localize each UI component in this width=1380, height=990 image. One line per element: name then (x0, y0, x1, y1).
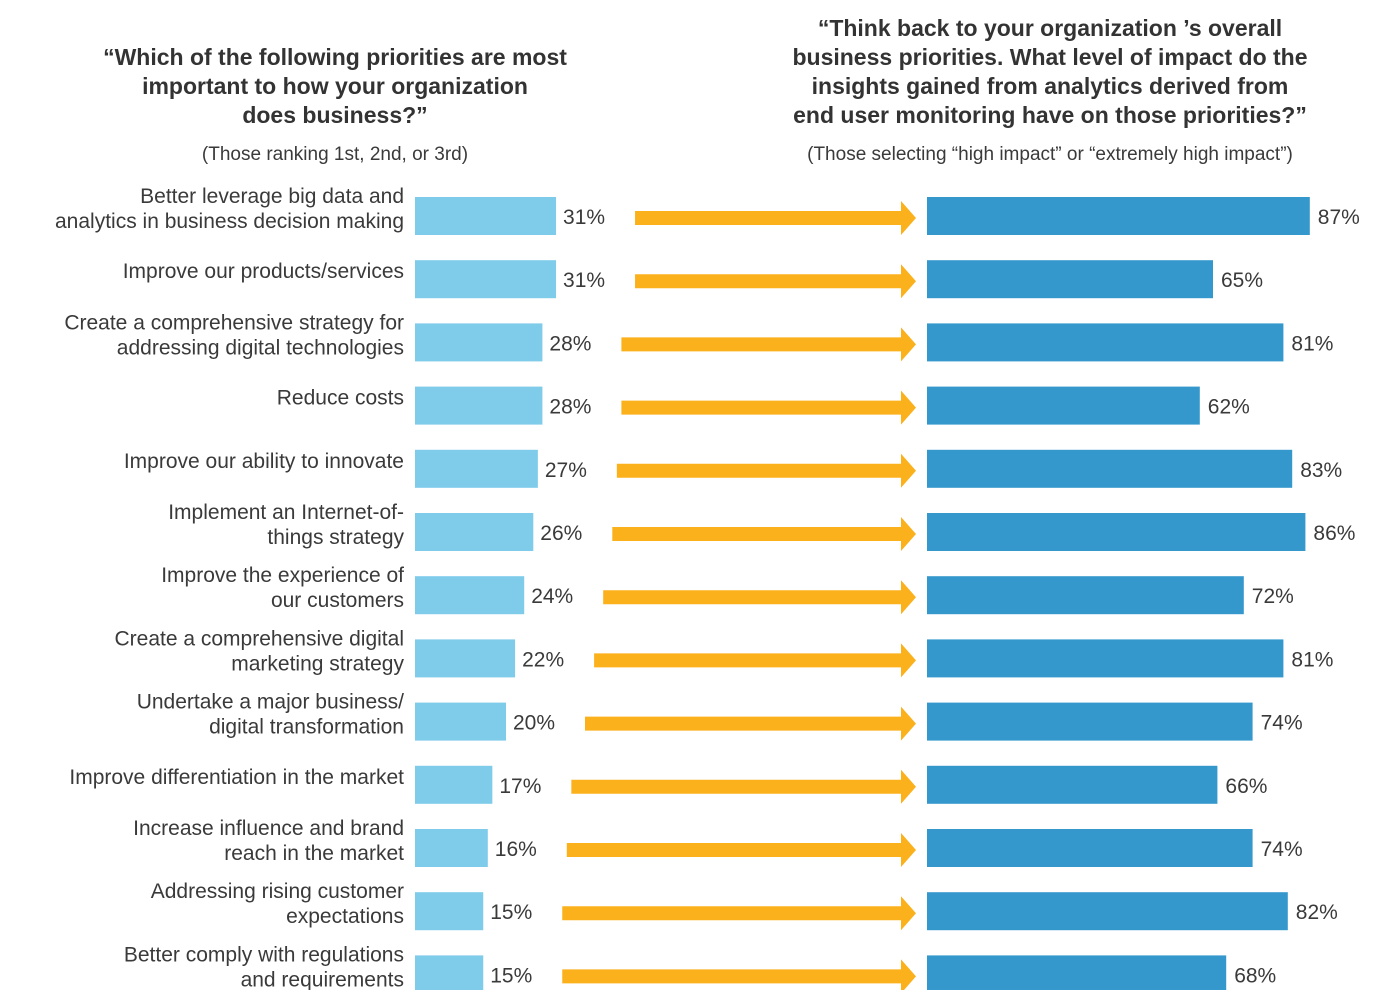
category-label: Improve the experience of our customers (161, 564, 404, 612)
left-bar (415, 386, 543, 425)
left-value-label: 22% (522, 648, 564, 671)
arrow-icon (603, 580, 916, 615)
right-value-label: 74% (1261, 838, 1303, 861)
arrow-icon (566, 833, 916, 867)
right-bar (927, 955, 1227, 990)
left-value-label: 28% (549, 396, 591, 419)
category-label: Increase influence and brand reach in the… (133, 817, 404, 865)
arrow-icon (562, 896, 916, 931)
left-bar (415, 323, 543, 362)
left-chart-title: “Which of the following priorities are m… (103, 44, 567, 128)
left-bar (415, 576, 525, 615)
left-bar (415, 449, 538, 488)
arrow-icon (585, 706, 916, 741)
category-label: Create a comprehensive digital marketing … (115, 627, 405, 675)
right-value-label: 65% (1221, 269, 1263, 292)
right-bar (927, 323, 1284, 362)
right-value-label: 66% (1225, 775, 1267, 798)
left-value-label: 16% (495, 838, 537, 861)
arrow-icon (616, 453, 916, 488)
arrow-icon (621, 327, 916, 362)
arrow-icon (635, 264, 916, 299)
right-value-label: 87% (1318, 206, 1360, 229)
arrow-icon (635, 201, 916, 235)
category-label: Addressing rising customer expectations (151, 880, 404, 928)
left-chart-subtitle: (Those ranking 1st, 2nd, or 3rd) (201, 144, 469, 165)
right-bar (927, 639, 1284, 678)
arrow-icon (612, 517, 916, 551)
left-value-label: 20% (513, 712, 555, 735)
right-value-label: 81% (1291, 648, 1333, 671)
left-value-label: 27% (545, 459, 587, 482)
right-bar (927, 386, 1200, 425)
right-bar (927, 197, 1310, 235)
right-value-label: 86% (1313, 522, 1355, 545)
left-bar (415, 765, 493, 804)
category-label: Better comply with regulations and requir… (124, 943, 404, 990)
right-value-label: 82% (1296, 901, 1338, 924)
left-value-label: 26% (540, 522, 582, 545)
right-bar (927, 576, 1244, 615)
category-label: Improve our products/services (123, 260, 404, 283)
left-bar (415, 260, 557, 299)
right-bar (927, 892, 1288, 931)
right-bar (927, 260, 1213, 299)
left-bar (415, 639, 516, 678)
left-bar (415, 892, 484, 931)
left-value-label: 17% (499, 775, 541, 798)
right-bar (927, 702, 1253, 741)
right-value-label: 83% (1300, 459, 1342, 482)
arrow-icon (562, 959, 916, 990)
right-value-label: 68% (1234, 964, 1276, 987)
right-bar (927, 449, 1293, 488)
arrow-icon (594, 643, 916, 678)
left-value-label: 15% (490, 901, 532, 924)
left-value-label: 31% (563, 269, 605, 292)
left-value-label: 24% (531, 585, 573, 608)
right-value-label: 62% (1208, 396, 1250, 419)
category-label: Better leverage big data and analytics in… (55, 185, 404, 233)
right-bar (927, 829, 1253, 867)
right-bar (927, 765, 1218, 804)
right-value-label: 81% (1291, 332, 1333, 355)
right-value-label: 72% (1252, 585, 1294, 608)
arrow-icon (571, 769, 916, 804)
left-value-label: 28% (549, 332, 591, 355)
left-bar (415, 513, 534, 551)
left-bar (415, 197, 557, 235)
right-value-label: 74% (1261, 712, 1303, 735)
right-bar (927, 513, 1306, 551)
left-bar (415, 829, 488, 867)
category-label: Improve differentiation in the market (69, 766, 404, 789)
arrow-icon (621, 390, 916, 425)
left-bar (415, 955, 484, 990)
left-value-label: 15% (490, 964, 532, 987)
category-label: Improve our ability to innovate (124, 450, 404, 473)
category-label: Reduce costs (277, 387, 404, 410)
left-value-label: 31% (563, 206, 605, 229)
category-label: Create a comprehensive strategy for addre… (64, 311, 404, 359)
right-chart-title: “Think back to your organization ’s over… (792, 15, 1308, 128)
category-label: Implement an Internet-of-things strategy (168, 501, 404, 549)
category-label: Undertake a major business/digital trans… (137, 691, 404, 739)
right-chart-subtitle: (Those selecting “high impact” or “extre… (807, 144, 1293, 165)
left-bar (415, 702, 506, 741)
